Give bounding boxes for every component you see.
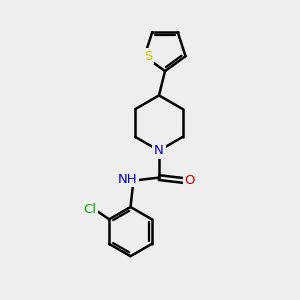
Text: N: N bbox=[154, 144, 164, 157]
Text: NH: NH bbox=[118, 172, 137, 186]
Text: O: O bbox=[184, 174, 195, 187]
Text: S: S bbox=[144, 50, 152, 63]
Text: Cl: Cl bbox=[83, 203, 96, 216]
